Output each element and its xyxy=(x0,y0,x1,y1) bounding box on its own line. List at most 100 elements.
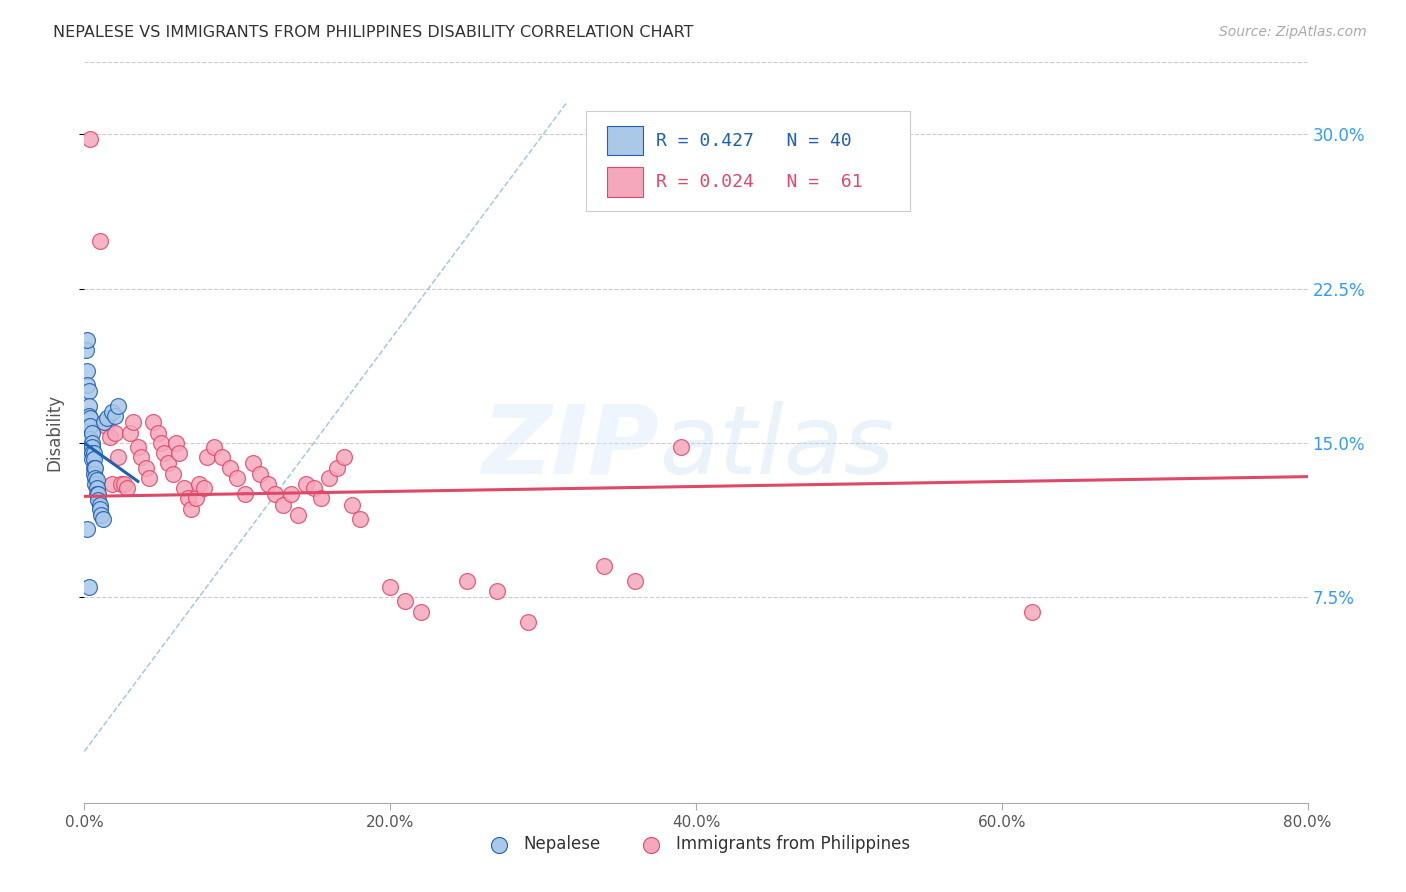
Text: Source: ZipAtlas.com: Source: ZipAtlas.com xyxy=(1219,25,1367,39)
Point xyxy=(325,460,347,475)
Point xyxy=(193,481,215,495)
Point xyxy=(80,425,103,440)
Point xyxy=(295,477,318,491)
Legend: Nepalese, Immigrants from Philippines: Nepalese, Immigrants from Philippines xyxy=(475,829,917,860)
Point xyxy=(173,481,195,495)
Point xyxy=(142,415,165,429)
Point xyxy=(167,446,190,460)
Point xyxy=(104,425,127,440)
Point xyxy=(180,501,202,516)
Point xyxy=(271,498,294,512)
Point xyxy=(87,493,110,508)
Point xyxy=(77,580,100,594)
Point xyxy=(135,460,157,475)
Point xyxy=(486,584,509,599)
Point xyxy=(226,471,249,485)
Point xyxy=(79,131,101,145)
Point xyxy=(77,399,100,413)
Point xyxy=(249,467,271,481)
Point xyxy=(624,574,647,588)
Point xyxy=(516,615,538,629)
Point xyxy=(127,440,149,454)
Point xyxy=(162,467,184,481)
Point xyxy=(394,594,416,608)
Bar xyxy=(606,126,644,155)
Point xyxy=(456,574,478,588)
Point xyxy=(1021,605,1043,619)
Point xyxy=(76,378,98,392)
Y-axis label: Disability: Disability xyxy=(45,394,63,471)
Point xyxy=(75,343,97,358)
Point xyxy=(311,491,333,506)
Point xyxy=(409,605,432,619)
Point xyxy=(188,477,211,491)
Point xyxy=(146,425,169,440)
Point xyxy=(80,452,103,467)
Point xyxy=(380,580,402,594)
Point xyxy=(349,512,371,526)
Text: atlas: atlas xyxy=(659,401,894,494)
Point xyxy=(84,460,107,475)
Point xyxy=(280,487,302,501)
Text: R = 0.427   N = 40: R = 0.427 N = 40 xyxy=(655,131,852,150)
Point xyxy=(87,487,110,501)
Point xyxy=(184,491,207,506)
Point xyxy=(318,471,340,485)
Point xyxy=(79,419,101,434)
Point xyxy=(593,559,616,574)
Text: R = 0.024   N =  61: R = 0.024 N = 61 xyxy=(655,173,862,191)
Point xyxy=(177,491,200,506)
Point xyxy=(79,411,101,425)
Point xyxy=(110,477,132,491)
Point xyxy=(242,457,264,471)
Point xyxy=(83,446,105,460)
Point xyxy=(80,440,103,454)
Point xyxy=(669,440,692,454)
Point xyxy=(202,440,225,454)
Point xyxy=(218,460,240,475)
Point xyxy=(195,450,218,465)
Point xyxy=(157,457,180,471)
Point xyxy=(112,477,135,491)
Point xyxy=(107,399,129,413)
Point xyxy=(80,436,103,450)
Point xyxy=(84,471,107,485)
Point xyxy=(93,415,115,429)
Point xyxy=(89,498,111,512)
Point xyxy=(86,473,108,487)
Point xyxy=(76,522,98,536)
Point xyxy=(79,440,101,454)
Point xyxy=(77,409,100,424)
Point xyxy=(115,481,138,495)
Point xyxy=(76,333,98,347)
Point xyxy=(80,446,103,460)
Point xyxy=(165,436,187,450)
Point xyxy=(333,450,356,465)
Point xyxy=(122,415,145,429)
Point xyxy=(83,452,105,467)
Point xyxy=(107,450,129,465)
Bar xyxy=(606,168,644,197)
Point xyxy=(101,477,124,491)
Point xyxy=(129,450,152,465)
Point xyxy=(153,446,176,460)
Point xyxy=(76,364,98,378)
Point xyxy=(257,477,280,491)
Point xyxy=(96,411,118,425)
Point xyxy=(84,477,107,491)
Point xyxy=(149,436,172,450)
Point xyxy=(211,450,233,465)
Point xyxy=(90,508,112,522)
Point xyxy=(264,487,287,501)
Point xyxy=(233,487,256,501)
Point xyxy=(101,405,124,419)
Point xyxy=(91,512,114,526)
Point xyxy=(287,508,309,522)
FancyBboxPatch shape xyxy=(586,111,910,211)
Point xyxy=(302,481,325,495)
Point xyxy=(340,498,363,512)
Point xyxy=(77,419,100,434)
Text: NEPALESE VS IMMIGRANTS FROM PHILIPPINES DISABILITY CORRELATION CHART: NEPALESE VS IMMIGRANTS FROM PHILIPPINES … xyxy=(53,25,695,40)
Point xyxy=(89,501,111,516)
Point xyxy=(83,460,105,475)
